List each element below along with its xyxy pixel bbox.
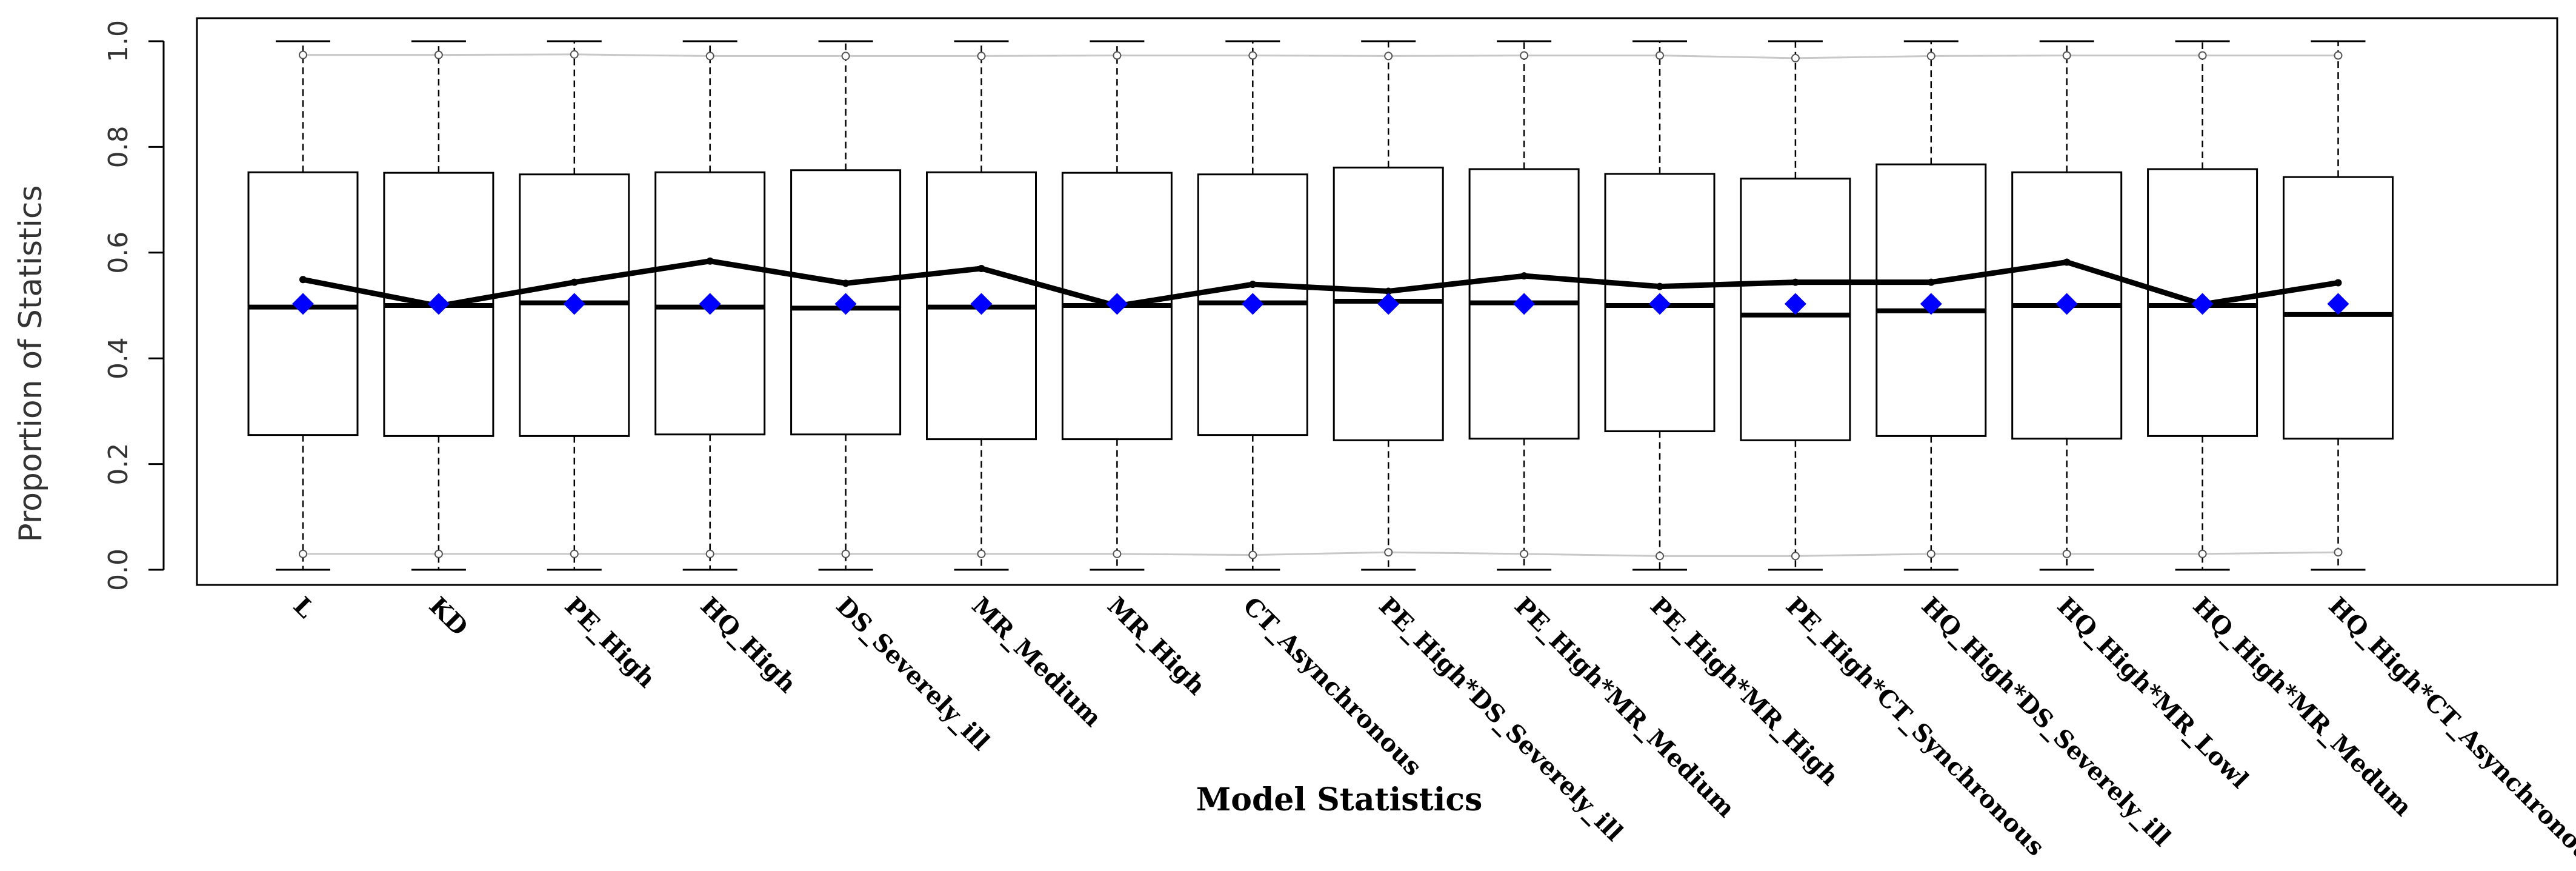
upper-quantile-point: [2198, 51, 2207, 60]
lower-quantile-point: [570, 549, 579, 558]
upper-quantile-point: [1113, 51, 1122, 60]
lower-quantile-point: [1248, 550, 1257, 559]
upper-quantile-point: [977, 52, 986, 61]
trend-line: [302, 258, 2339, 309]
mean-marker: [1920, 293, 1942, 315]
lower-quantile-point: [1113, 549, 1122, 558]
lower-quantile-point: [1926, 549, 1935, 558]
x-tick-label: L: [288, 592, 320, 624]
trend-point: [2334, 279, 2342, 287]
trend-point: [1249, 281, 1257, 289]
trend-point: [1927, 278, 1935, 286]
trend-point: [977, 264, 985, 272]
x-tick-label: KD: [424, 592, 473, 641]
x-tick-label: HQ_High*DS_Severely_ill: [1916, 592, 2177, 852]
trend-point: [1791, 278, 1799, 286]
mean-marker: [699, 293, 721, 315]
mean-marker: [1784, 293, 1806, 315]
trend-point: [299, 276, 307, 284]
mean-markers: [292, 293, 2349, 315]
x-tick-label: HQ_High: [695, 592, 802, 699]
mean-marker: [292, 293, 314, 315]
upper-quantile-point: [1791, 53, 1800, 62]
y-tick-label: 0.4: [103, 337, 134, 379]
upper-quantile-point: [1926, 52, 1935, 61]
trend-point: [842, 279, 850, 287]
upper-quantile-point: [705, 52, 714, 61]
quantile-lines: [303, 53, 2338, 557]
lower-quantile-point: [705, 549, 714, 558]
lower-quantile-point: [1656, 552, 1664, 561]
box-9: [1333, 40, 1444, 571]
x-tick-label: PE_High*CT_Synchronous: [1780, 592, 2050, 861]
trend-point: [1385, 287, 1393, 295]
mean-marker: [1242, 293, 1264, 315]
upper-quantile-point: [1520, 51, 1529, 60]
mean-marker: [2327, 293, 2349, 315]
lower-quantile-point: [2198, 549, 2207, 558]
y-tick-label: 0.0: [103, 549, 134, 591]
x-axis-title: Model Statistics: [1196, 781, 1483, 818]
lower-quantile-point: [1384, 548, 1393, 557]
lower-quantile-point: [841, 549, 850, 558]
trend-point: [706, 257, 714, 265]
y-axis: 0.0 0.2 0.4 0.6 0.8 1.0: [103, 20, 165, 591]
lower-quantile-point: [299, 549, 307, 558]
trend-point: [1520, 272, 1528, 280]
y-tick-label: 0.8: [103, 125, 134, 168]
x-tick-label: MR_High: [1102, 592, 1211, 701]
x-tick-label: PE_High: [559, 592, 661, 693]
mean-marker: [563, 293, 585, 315]
upper-quantile-point: [841, 52, 850, 61]
lower-quantile-point: [434, 549, 443, 558]
x-tick-label: PE_High*MR_Medium: [1509, 592, 1740, 823]
lower-quantile-point: [2334, 548, 2343, 557]
upper-quantile-point: [1384, 52, 1393, 61]
mean-marker: [2055, 293, 2078, 315]
mean-marker: [2191, 293, 2214, 315]
upper-quantile-point: [1656, 51, 1664, 60]
lower-quantile-point: [977, 549, 986, 558]
upper-quantile-line: [303, 53, 2338, 59]
box-1: [247, 40, 359, 571]
mean-marker: [834, 293, 857, 315]
upper-quantile-point: [2334, 51, 2343, 60]
mean-marker: [427, 293, 450, 315]
lower-quantile-point: [1791, 552, 1800, 561]
mean-marker: [1377, 293, 1400, 315]
upper-quantile-point: [1248, 51, 1257, 60]
x-tick-label: HQ_High*MR_Medum: [2188, 592, 2418, 822]
upper-quantile-point: [434, 50, 443, 59]
trend-point: [570, 278, 578, 286]
trend-point: [2063, 258, 2071, 266]
x-tick-label: MR_Medium: [966, 592, 1107, 733]
upper-quantile-point: [570, 50, 579, 59]
x-axis: L KD PE_High HQ_High DS_Severely_illMR_Mediu…: [288, 592, 2576, 871]
upper-quantile-point: [2062, 51, 2071, 60]
mean-marker: [1649, 293, 1671, 315]
lower-quantile-line: [303, 551, 2338, 557]
plot-frame: [196, 17, 2558, 586]
upper-quantile-point: [299, 50, 307, 59]
y-axis-title: Proportion of Statistics: [13, 185, 49, 542]
mean-marker: [1106, 293, 1128, 315]
x-tick-label: HQ_High*CT_Asynchronous: [2323, 592, 2576, 871]
y-tick-label: 1.0: [103, 20, 134, 62]
lower-quantile-point: [2062, 549, 2071, 558]
mean-marker: [970, 293, 993, 315]
mean-marker: [1513, 293, 1536, 315]
y-tick-label: 0.6: [103, 232, 134, 274]
y-tick-label: 0.2: [103, 443, 134, 486]
x-tick-label: DS_Severely_ill: [831, 592, 996, 756]
lower-quantile-point: [1520, 549, 1529, 558]
trend-point: [1656, 282, 1663, 290]
